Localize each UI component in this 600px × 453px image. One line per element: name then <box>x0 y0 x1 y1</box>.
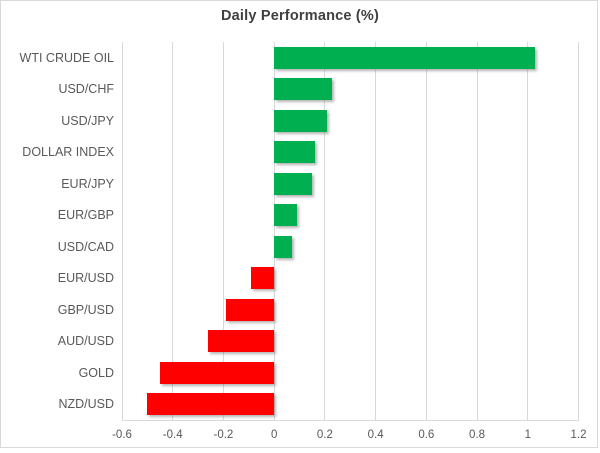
x-axis-tick-label: 0.4 <box>367 429 384 441</box>
x-axis-tick-label: 0.6 <box>418 429 435 441</box>
gridline <box>121 42 123 421</box>
category-label: USD/CAD <box>57 239 114 254</box>
x-axis-tick-label: 0.2 <box>316 429 333 441</box>
gridline <box>324 42 326 421</box>
bar <box>274 235 292 258</box>
category-label: USD/CHF <box>58 82 114 97</box>
bar <box>274 109 328 132</box>
category-label: GBP/USD <box>57 302 114 317</box>
gridline <box>172 42 174 421</box>
bar <box>160 361 275 384</box>
category-label: NZD/USD <box>58 397 114 412</box>
x-axis-line <box>122 420 579 421</box>
gridline <box>425 42 427 421</box>
x-axis-tick-label: -0.2 <box>213 429 234 441</box>
x-axis-tick-label: 0 <box>270 429 278 441</box>
category-label: WTI CRUDE OIL <box>19 50 114 65</box>
x-axis-tick-label: 1 <box>524 429 531 441</box>
category-label: EUR/JPY <box>61 176 114 191</box>
bar <box>208 330 275 353</box>
gridline <box>476 42 478 421</box>
bar <box>251 267 275 290</box>
category-label: AUD/USD <box>57 334 114 349</box>
bar <box>274 204 297 227</box>
x-axis-tick-label: 0.8 <box>469 429 486 441</box>
x-axis-tick-label: -0.4 <box>162 429 183 441</box>
gridline <box>527 42 529 421</box>
category-label: USD/JPY <box>61 113 114 128</box>
bar <box>147 393 275 416</box>
bar <box>274 172 313 195</box>
category-label: GOLD <box>78 365 114 380</box>
bar <box>274 46 536 69</box>
bar <box>225 298 275 321</box>
gridline <box>375 42 377 421</box>
x-axis-tick-label: 1.2 <box>570 429 587 441</box>
gridline <box>222 42 224 421</box>
gridline <box>578 42 579 421</box>
category-label: EUR/GBP <box>57 208 114 223</box>
gridline <box>273 42 275 421</box>
chart-title: Daily Performance (%) <box>220 8 380 24</box>
x-axis-tick-label: -0.6 <box>112 429 132 441</box>
category-label: EUR/USD <box>57 271 114 286</box>
category-label: DOLLAR INDEX <box>22 145 114 160</box>
bar <box>274 141 315 164</box>
bar <box>274 78 333 101</box>
